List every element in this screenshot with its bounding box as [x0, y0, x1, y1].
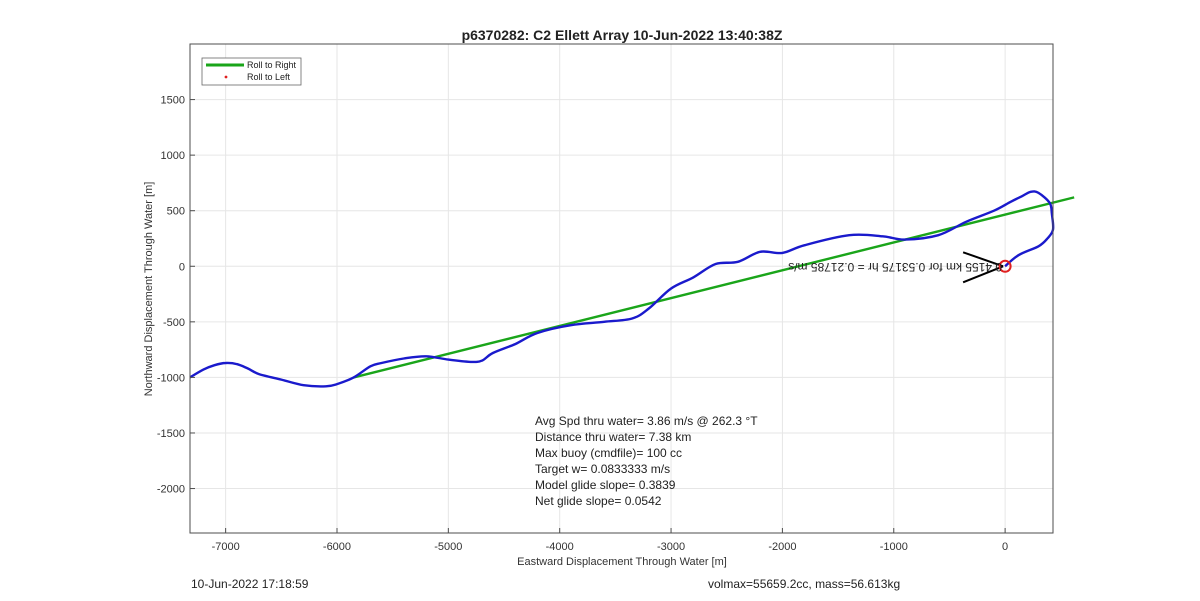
footer-volmax-mass: volmax=55659.2cc, mass=56.613kg: [708, 577, 900, 591]
series-track-line: [189, 190, 1055, 388]
y-axis-label: Northward Displacement Through Water [m]: [143, 182, 155, 397]
x-tick-label: -7000: [212, 541, 240, 553]
legend-swatch-roll-left: [224, 75, 228, 79]
arrow-line-lower: [962, 265, 1004, 284]
legend-label-roll-right: Roll to Right: [247, 60, 297, 70]
stat-max-buoy: Max buoy (cmdfile)= 100 cc: [535, 446, 682, 460]
series-layer: [189, 190, 1075, 388]
y-tick-label: 1000: [161, 150, 185, 162]
start-marker-circle: [998, 259, 1012, 273]
x-tick-label: -5000: [434, 541, 462, 553]
arrow-line-upper: [962, 251, 1004, 268]
x-axis-label: Eastward Displacement Through Water [m]: [517, 556, 727, 568]
axes-border: [189, 43, 1054, 534]
stat-distance: Distance thru water= 7.38 km: [535, 430, 691, 444]
legend: Roll to Right Roll to Left: [201, 57, 302, 86]
x-tick-label: -6000: [323, 541, 351, 553]
footer-timestamp: 10-Jun-2022 17:18:59: [191, 577, 309, 591]
y-tick-label: -500: [163, 317, 185, 329]
stat-model-glide: Model glide slope= 0.3839: [535, 478, 676, 492]
x-tick-label: -3000: [657, 541, 685, 553]
x-tick-label: -2000: [768, 541, 796, 553]
x-tick-label: 0: [1002, 541, 1008, 553]
y-tick-label: 0: [179, 261, 185, 273]
stat-avg-speed: Avg Spd thru water= 3.86 m/s @ 262.3 °T: [535, 414, 758, 428]
x-tick-label: -4000: [546, 541, 574, 553]
y-tick-label: -1000: [157, 372, 185, 384]
grid: [190, 44, 1053, 533]
stat-net-glide: Net glide slope= 0.0542: [535, 494, 662, 508]
x-tick-label: -1000: [880, 541, 908, 553]
y-tick-label: -1500: [157, 428, 185, 440]
ticks: -7000 -6000 -5000 -4000 -3000 -2000 -1000 01500…: [157, 95, 1008, 553]
stats-block: Avg Spd thru water= 3.86 m/s @ 262.3 °T …: [535, 414, 758, 508]
stat-target-w: Target w= 0.0833333 m/s: [535, 462, 670, 476]
y-tick-label: -2000: [157, 484, 185, 496]
plot-background: [190, 44, 1053, 533]
legend-box: [201, 57, 302, 86]
chart-title: p6370282: C2 Ellett Array 10-Jun-2022 13…: [462, 27, 783, 43]
axes-frame: [189, 43, 1054, 534]
y-tick-label: 1500: [161, 95, 185, 107]
y-tick-label: 500: [167, 206, 185, 218]
legend-label-roll-left: Roll to Left: [247, 72, 291, 82]
plot-annotation: 0.4155 km for 0.53175 hr = 0.21785 m/s: [788, 260, 1002, 274]
